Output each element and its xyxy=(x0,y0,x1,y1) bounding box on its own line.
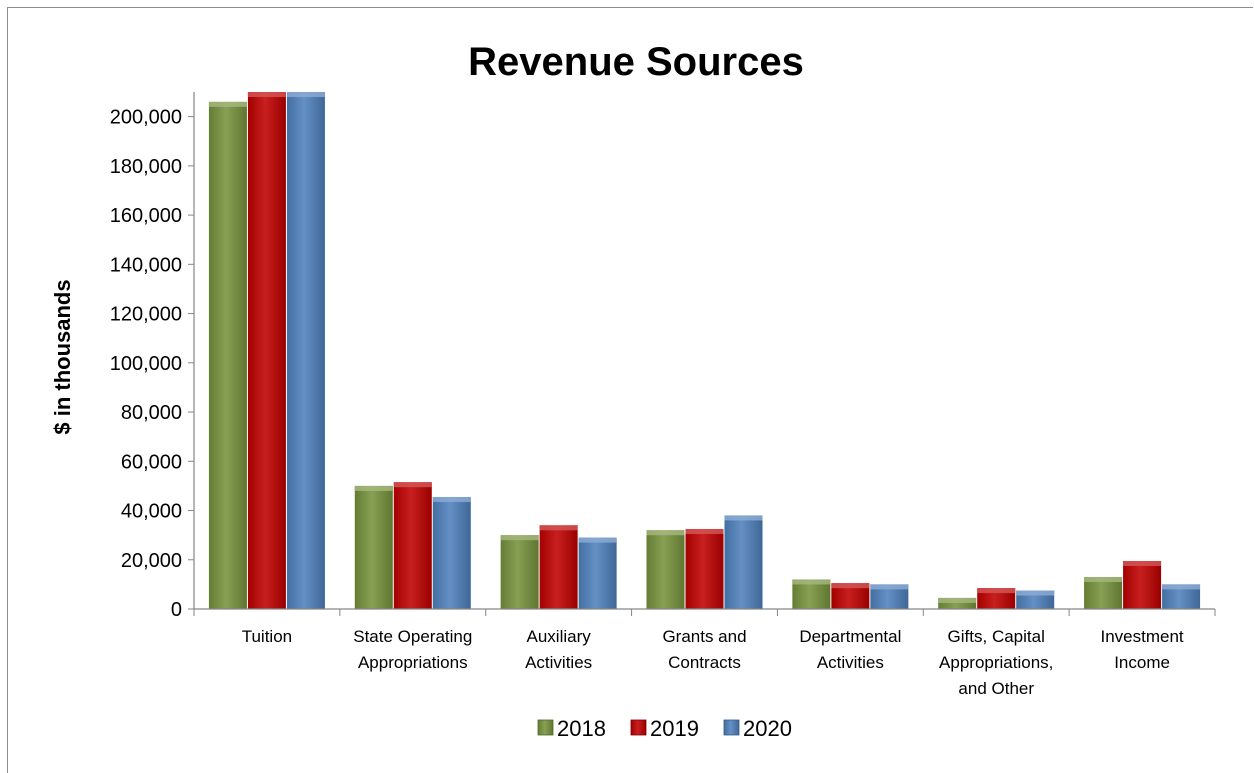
bar-2018-2 xyxy=(500,535,539,609)
y-tick-label: 180,000 xyxy=(110,156,182,178)
bar-top-highlight xyxy=(646,530,685,536)
y-tick-label: 120,000 xyxy=(110,304,182,326)
bar-top-highlight xyxy=(247,92,286,97)
bar-top-highlight xyxy=(354,485,393,491)
bar-2019-5 xyxy=(977,588,1016,609)
bar-top-highlight xyxy=(1162,584,1201,590)
x-category-label: Auxiliary Activities xyxy=(525,627,592,672)
x-category-label: Investment Income xyxy=(1100,627,1183,672)
bar-2018-3 xyxy=(646,530,685,609)
bar-top-highlight xyxy=(938,597,977,603)
x-category-label: Departmental Activities xyxy=(799,627,901,672)
y-tick-label: 60,000 xyxy=(121,451,182,473)
bar-top-highlight xyxy=(539,525,578,531)
bars xyxy=(208,92,1201,609)
bar-2019-6 xyxy=(1123,560,1162,609)
x-category-label: Gifts, Capital Appropriations, and Other xyxy=(939,627,1053,698)
bar-top-highlight xyxy=(685,528,724,534)
legend-swatch-2019 xyxy=(630,719,647,736)
bar-top-highlight xyxy=(1016,590,1055,596)
bar-2019-3 xyxy=(685,528,724,609)
legend-label-2018: 2018 xyxy=(557,716,606,741)
category-labels: Tuition State Operating Appropriations Auxi… xyxy=(242,627,1184,698)
bar-top-highlight xyxy=(792,579,831,585)
legend-label-2019: 2019 xyxy=(650,716,699,741)
bar-top-highlight xyxy=(977,588,1016,594)
bar-2018-6 xyxy=(1084,576,1123,609)
y-axis-label: $ in thousands xyxy=(50,279,75,434)
axes xyxy=(193,92,1216,616)
y-tick-label: 40,000 xyxy=(121,501,182,523)
bar-2018-0 xyxy=(208,101,247,609)
bar-2019-1 xyxy=(393,482,432,609)
x-category-label: Tuition xyxy=(242,627,292,646)
y-tick-label: 100,000 xyxy=(110,353,182,375)
bar-top-highlight xyxy=(870,584,909,590)
y-tick-label: 20,000 xyxy=(121,550,182,572)
legend-label-2020: 2020 xyxy=(743,716,792,741)
bar-2020-1 xyxy=(432,496,471,609)
bar-top-highlight xyxy=(578,537,617,543)
chart-title: Revenue Sources xyxy=(468,40,804,84)
bar-top-highlight xyxy=(831,583,870,589)
bar-2018-1 xyxy=(354,485,393,609)
bar-2020-0 xyxy=(286,92,325,609)
revenue-sources-chart: Revenue Sources $ in thousands 0 20,000 40… xyxy=(50,40,1216,741)
bar-top-highlight xyxy=(432,496,471,502)
y-tick-label: 140,000 xyxy=(110,254,182,276)
x-category-label: State Operating Appropriations xyxy=(353,627,472,672)
bar-2020-3 xyxy=(724,515,763,609)
bar-top-highlight xyxy=(208,101,247,107)
y-tick-label: 160,000 xyxy=(110,205,182,227)
bar-2018-5 xyxy=(938,597,977,609)
legend-swatch-2020 xyxy=(723,719,740,736)
bar-top-highlight xyxy=(500,535,539,541)
bar-top-highlight xyxy=(286,92,325,97)
bar-top-highlight xyxy=(1123,560,1162,566)
legend: 2018 2019 2020 xyxy=(537,716,792,741)
bar-top-highlight xyxy=(393,482,432,488)
y-tick-label: 80,000 xyxy=(121,402,182,424)
legend-swatch-2018 xyxy=(537,719,554,736)
x-category-label: Grants and Contracts xyxy=(662,627,746,672)
chart-frame: Revenue Sources $ in thousands 0 20,000 40… xyxy=(7,7,1253,773)
bar-2020-2 xyxy=(578,537,617,609)
y-tick-label: 200,000 xyxy=(110,107,182,129)
y-tick-label: 0 xyxy=(171,599,182,621)
y-axis-ticks: 0 20,000 40,000 60,000 80,000 100,000 120,000 1… xyxy=(110,107,194,621)
bar-2019-2 xyxy=(539,525,578,609)
bar-top-highlight xyxy=(724,515,763,521)
bar-top-highlight xyxy=(1084,576,1123,582)
bar-2019-0 xyxy=(247,92,286,609)
